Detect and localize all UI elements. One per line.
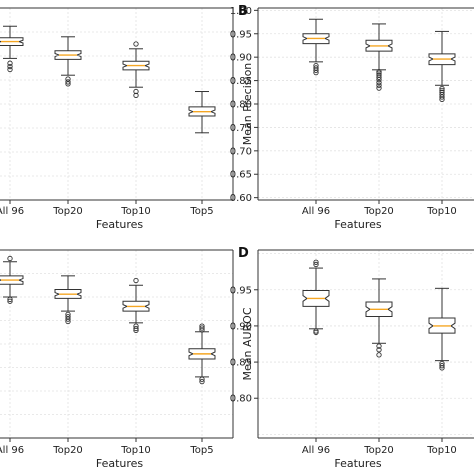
box-1 <box>54 275 82 325</box>
y-tick-label: 0.80 <box>230 394 252 405</box>
x-axis-label: Features <box>334 457 382 470</box>
outlier-point <box>313 261 319 268</box>
outlier-point <box>199 376 205 382</box>
panel-a: All 96 Top20 Top10 Top5 Features <box>0 7 234 231</box>
y-tick-label: 0.95 <box>230 285 252 296</box>
y-axis-label: Mean AUROC <box>241 307 254 380</box>
x-tick-label: All 96 <box>0 206 24 217</box>
box-2 <box>428 30 456 102</box>
box-2 <box>122 41 150 99</box>
x-axis-label: Features <box>96 218 144 231</box>
outlier-point <box>313 259 319 265</box>
y-tick-label: 0.70 <box>230 146 252 157</box>
outlier-point <box>7 296 13 302</box>
outlier-point <box>133 327 139 334</box>
y-axis-label: Mean Precision <box>241 63 254 146</box>
outlier-point <box>199 378 205 385</box>
box-1 <box>365 278 393 358</box>
x-tick-label: Top20 <box>52 206 83 217</box>
box-2 <box>122 277 150 334</box>
outlier-point <box>439 85 445 92</box>
x-tick-label: Top20 <box>52 445 83 456</box>
outlier-point <box>376 82 382 88</box>
outlier-point <box>376 79 382 86</box>
outlier-point <box>439 96 445 102</box>
outlier-point <box>65 316 71 322</box>
x-tick-label: Top10 <box>120 206 151 217</box>
y-tick-label: 0.65 <box>230 170 252 181</box>
outlier-point <box>313 69 319 76</box>
x-tick-label: All 96 <box>302 445 330 456</box>
panel-b: 0.60 0.65 0.70 0.75 0.80 0.85 0.90 0.95 1.00 All … <box>230 4 474 231</box>
y-tick-label: 0.60 <box>230 193 252 204</box>
outlier-point <box>133 277 139 284</box>
outlier-point <box>199 325 205 331</box>
panel-c: All 96 Top20 Top10 Top5 Features <box>0 249 234 470</box>
outlier-point <box>7 298 13 304</box>
outlier-point <box>313 328 319 334</box>
x-tick-label: All 96 <box>302 206 330 217</box>
y-tick-label: 0.75 <box>230 123 252 134</box>
outlier-point <box>199 327 205 333</box>
outlier-point <box>376 74 382 80</box>
box-3 <box>188 323 216 385</box>
x-tick-label: Top20 <box>363 445 394 456</box>
outlier-point <box>133 41 139 47</box>
x-tick-label: Top10 <box>426 206 457 217</box>
y-tick-label: 1.00 <box>230 6 252 17</box>
x-axis-label: Features <box>334 218 382 231</box>
x-tick-label: Top5 <box>189 445 213 456</box>
outlier-point <box>133 92 139 99</box>
outlier-point <box>439 363 445 369</box>
y-tick-label: 0.95 <box>230 29 252 40</box>
x-tick-label: Top20 <box>363 206 394 217</box>
x-tick-label: Top10 <box>120 445 151 456</box>
outlier-point <box>7 66 13 73</box>
x-tick-label: All 96 <box>0 445 24 456</box>
outlier-point <box>439 365 445 371</box>
x-tick-label: Top5 <box>189 206 213 217</box>
outlier-point <box>376 343 382 349</box>
panel-label: D <box>238 246 249 261</box>
outlier-point <box>7 63 13 70</box>
outlier-point <box>376 347 382 353</box>
outlier-point <box>65 81 71 87</box>
outlier-point <box>133 325 139 332</box>
y-tick-label: 0.90 <box>230 53 252 64</box>
outlier-point <box>439 94 445 100</box>
outlier-point <box>65 79 71 85</box>
y-tick-label: 0.85 <box>230 358 252 369</box>
box-0 <box>0 25 24 73</box>
y-tick-label: 0.85 <box>230 76 252 87</box>
outlier-point <box>376 85 382 91</box>
outlier-point <box>7 60 13 66</box>
outlier-point <box>7 255 13 262</box>
y-tick-label: 0.90 <box>230 321 252 332</box>
outlier-point <box>313 67 319 73</box>
box-3 <box>188 91 216 134</box>
x-tick-label: Top10 <box>426 445 457 456</box>
box-1 <box>365 23 393 91</box>
box-1 <box>54 36 82 87</box>
y-tick-label: 0.80 <box>230 100 252 111</box>
box-0 <box>302 259 330 336</box>
outlier-point <box>199 323 205 329</box>
box-0 <box>0 255 24 304</box>
outlier-point <box>376 352 382 358</box>
panel-label: B <box>238 4 248 19</box>
box-0 <box>302 18 330 76</box>
outlier-point <box>65 318 71 325</box>
outlier-point <box>376 76 382 83</box>
x-axis-label: Features <box>96 457 144 470</box>
outlier-point <box>133 88 139 95</box>
panel-d: 0.80 0.85 0.90 0.95 All 96 Top20 Top10 Features… <box>230 246 474 470</box>
box-2 <box>428 287 456 371</box>
